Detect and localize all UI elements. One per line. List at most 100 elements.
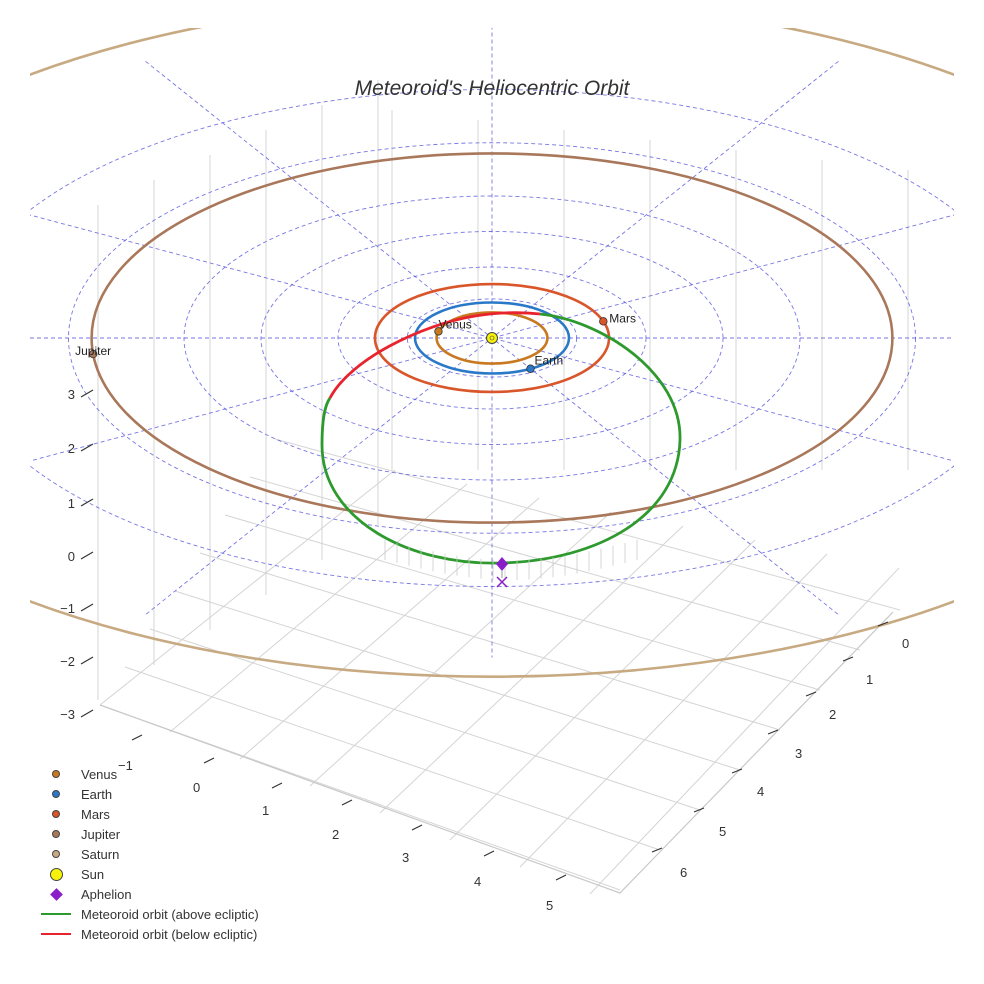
y-tick-label: 2 <box>332 827 339 842</box>
meteoroid-orbit-above <box>320 312 682 565</box>
legend-swatch <box>40 864 72 884</box>
venus-label: Venus <box>438 317 471 331</box>
legend-item[interactable]: Meteoroid orbit (below ecliptic) <box>40 924 259 944</box>
sun-core <box>489 335 495 341</box>
floor-grid-line <box>239 497 540 760</box>
y-tick-mark <box>483 850 495 857</box>
axis-ticks: 0 1 2 3 4 5 6 −1 0 1 2 3 4 5 −3 −2 −1 0 1 2 3 <box>60 387 909 913</box>
legend-label: Aphelion <box>81 886 132 902</box>
scene-3d <box>30 28 954 895</box>
aphelion-projection <box>496 576 508 588</box>
legend-swatch <box>40 824 72 844</box>
earth-orbit <box>413 301 571 375</box>
z-tick-label: −3 <box>60 707 75 722</box>
x-tick-mark <box>651 847 663 853</box>
x-tick-label: 0 <box>902 636 909 651</box>
floor-grid-line <box>174 590 741 771</box>
meteoroid-orbit-below <box>328 311 541 399</box>
y-tick-label: 4 <box>474 874 481 889</box>
z-tick-mark <box>80 603 94 612</box>
legend-label: Meteoroid orbit (below ecliptic) <box>81 926 258 942</box>
jupiter-orbit <box>90 152 894 524</box>
box-edge <box>99 611 894 894</box>
legend-item[interactable]: Sun <box>40 864 259 884</box>
z-tick-label: −1 <box>60 601 75 616</box>
y-tick-mark <box>131 734 143 741</box>
floor-grid-line <box>149 628 701 811</box>
z-tick-label: 3 <box>68 387 75 402</box>
legend-item[interactable]: Meteoroid orbit (above ecliptic) <box>40 904 259 924</box>
legend: Venus Earth Mars Jupiter Saturn Sun Aphelion Me… <box>40 764 259 944</box>
floor-grid-line <box>379 525 684 814</box>
x-tick-label: 2 <box>829 707 836 722</box>
jupiter-marker <box>88 349 98 359</box>
z-tick-mark <box>80 656 94 665</box>
legend-item[interactable]: Aphelion <box>40 884 259 904</box>
legend-label: Mars <box>81 806 110 822</box>
floor-grid-line <box>169 483 468 733</box>
sun-marker <box>486 332 498 344</box>
floor-grid-line <box>309 511 612 787</box>
aphelion-marker <box>496 557 508 571</box>
legend-label: Jupiter <box>81 826 121 842</box>
legend-label: Venus <box>81 766 118 782</box>
legend-item[interactable]: Earth <box>40 784 259 804</box>
x-tick-label: 1 <box>866 672 873 687</box>
floor-grid-line <box>519 553 828 868</box>
floor-grid-line <box>274 438 901 611</box>
y-tick-mark <box>271 782 283 789</box>
saturn-orbit <box>30 28 954 678</box>
legend-item[interactable]: Saturn <box>40 844 259 864</box>
legend-swatch <box>40 784 72 804</box>
legend-label: Earth <box>81 786 113 802</box>
earth-label: Earth <box>535 354 564 368</box>
mars-marker <box>599 317 608 326</box>
mars-label: Mars <box>609 311 636 325</box>
legend-item[interactable]: Mars <box>40 804 259 824</box>
y-tick-mark <box>411 824 423 831</box>
legend-label: Saturn <box>81 846 120 862</box>
x-tick-mark <box>767 729 779 735</box>
y-tick-label: 3 <box>402 850 409 865</box>
legend-swatch <box>40 924 72 944</box>
z-tick-mark <box>80 498 94 507</box>
legend-label: Meteoroid orbit (above ecliptic) <box>81 906 259 922</box>
legend-item[interactable]: Venus <box>40 764 259 784</box>
x-tick-mark <box>731 768 743 774</box>
z-tick-label: 0 <box>68 549 75 564</box>
legend-swatch <box>40 844 72 864</box>
y-tick-mark <box>555 874 567 881</box>
x-tick-label: 6 <box>680 865 687 880</box>
floor-grid-line <box>124 666 661 851</box>
legend-swatch <box>40 904 72 924</box>
legend-item[interactable]: Jupiter <box>40 824 259 844</box>
x-tick-mark <box>805 691 817 697</box>
chart-title: Meteoroid's Heliocentric Orbit <box>355 77 631 100</box>
z-tick-mark <box>80 551 94 560</box>
legend-label: Sun <box>81 866 105 882</box>
x-tick-label: 3 <box>795 746 802 761</box>
floor-grid-line <box>224 514 821 691</box>
legend-swatch <box>40 804 72 824</box>
x-tick-mark <box>693 807 705 813</box>
y-tick-label: 1 <box>262 803 269 818</box>
y-tick-label: 5 <box>546 898 553 913</box>
z-tick-mark <box>80 709 94 718</box>
venus-marker <box>434 327 443 336</box>
legend-swatch <box>40 764 72 784</box>
z-tick-label: 1 <box>68 496 75 511</box>
z-tick-mark <box>80 443 94 452</box>
markers: Venus Earth Mars Jupiter <box>75 311 636 588</box>
y-tick-mark <box>203 757 215 764</box>
y-tick-mark <box>341 799 353 806</box>
x-tick-label: 5 <box>719 824 726 839</box>
x-tick-label: 4 <box>757 784 764 799</box>
floor-grid-line <box>249 476 861 651</box>
orbits <box>30 28 954 678</box>
x-tick-mark <box>842 656 854 662</box>
z-tick-label: 2 <box>68 441 75 456</box>
legend-swatch <box>40 884 72 904</box>
floor-grid-line <box>449 539 756 841</box>
z-tick-label: −2 <box>60 654 75 669</box>
